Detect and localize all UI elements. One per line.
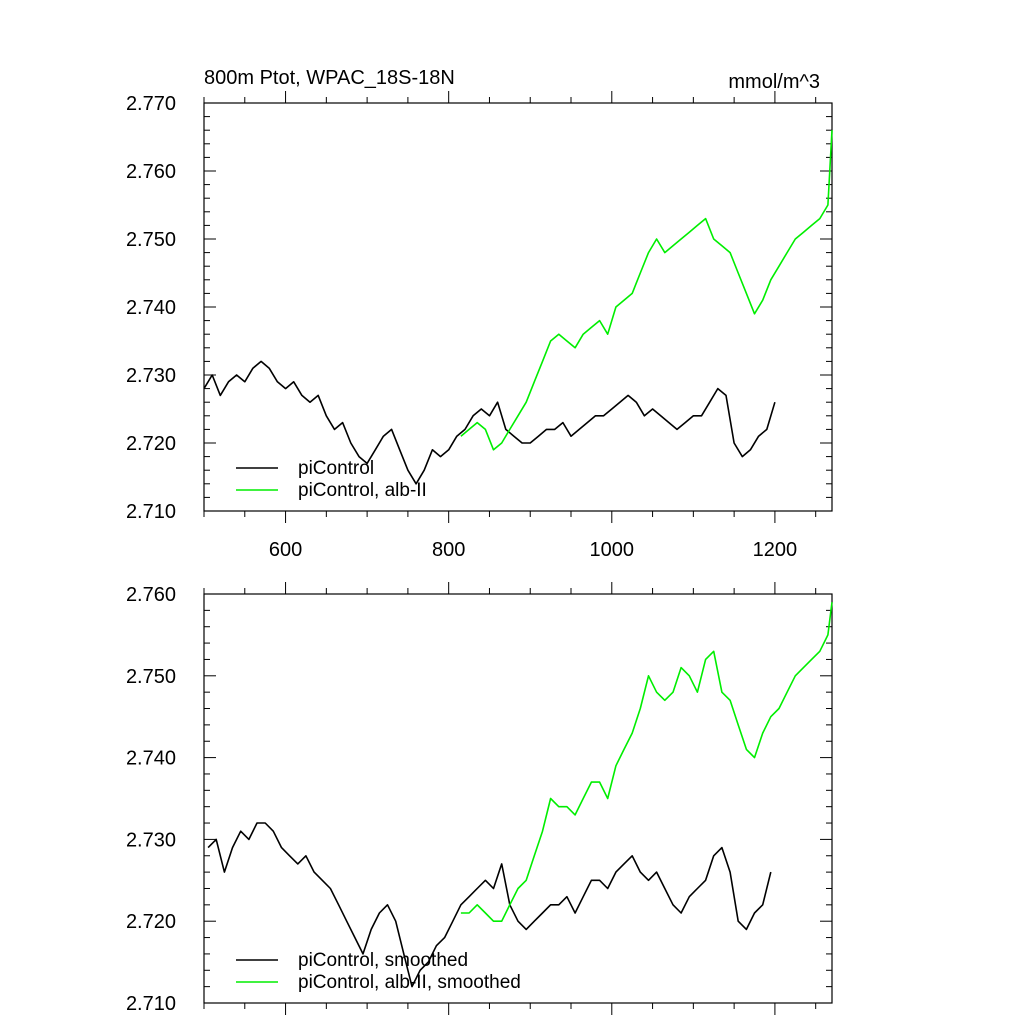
bottom-y-ticks: 2.710 2.720 2.730 2.740 2.750 2.760	[126, 584, 832, 1015]
legend-label-picontrol-alb-ii-smoothed: piControl, alb-II, smoothed	[298, 972, 521, 993]
y-tick-label: 2.740	[126, 297, 176, 319]
y-tick-label: 2.730	[126, 829, 176, 851]
y-tick-label: 2.710	[126, 501, 176, 523]
top-legend: piControl piControl, alb-II	[236, 458, 427, 501]
bottom-series-line-1	[460, 602, 833, 923]
legend-label-picontrol-alb-ii: piControl, alb-II	[298, 480, 427, 501]
y-tick-label: 2.720	[126, 911, 176, 933]
y-tick-label: 2.760	[126, 161, 176, 183]
legend-label-picontrol: piControl	[298, 458, 374, 479]
bottom-series-layer	[207, 602, 833, 988]
top-panel-units: mmol/m^3	[728, 71, 820, 93]
top-y-ticks: 2.710 2.720 2.730 2.740 2.750 2.760 2.770	[126, 93, 832, 523]
y-tick-label: 2.770	[126, 93, 176, 115]
x-tick-label: 1000	[590, 539, 635, 561]
y-tick-label: 2.750	[126, 229, 176, 251]
bottom-legend: piControl, smoothed piControl, alb-II, s…	[236, 950, 521, 993]
x-tick-label: 600	[269, 539, 302, 561]
legend-label-picontrol-smoothed: piControl, smoothed	[298, 950, 468, 971]
bottom-plot-frame	[203, 593, 833, 1004]
y-tick-label: 2.750	[126, 666, 176, 688]
y-tick-label: 2.740	[126, 748, 176, 770]
top-panel-title: 800m Ptot, WPAC_18S-18N	[204, 67, 455, 89]
top-series-line-1	[460, 130, 833, 451]
y-tick-label: 2.720	[126, 433, 176, 455]
bottom-panel: 2.710 2.720 2.730 2.740 2.750 2.760 piControl…	[126, 582, 833, 1015]
top-series-line-0	[203, 360, 776, 485]
y-tick-label: 2.710	[126, 993, 176, 1015]
top-x-ticks: 600 800 1000 1200	[203, 91, 817, 561]
top-series-layer	[203, 130, 833, 485]
y-tick-label: 2.730	[126, 365, 176, 387]
bottom-x-ticks	[203, 582, 817, 1015]
y-tick-label: 2.760	[126, 584, 176, 606]
bottom-series-line-0	[207, 822, 772, 988]
x-tick-label: 800	[432, 539, 465, 561]
x-tick-label: 1200	[753, 539, 798, 561]
top-panel: 800m Ptot, WPAC_18S-18N mmol/m^3 2.7102.…	[126, 67, 833, 561]
